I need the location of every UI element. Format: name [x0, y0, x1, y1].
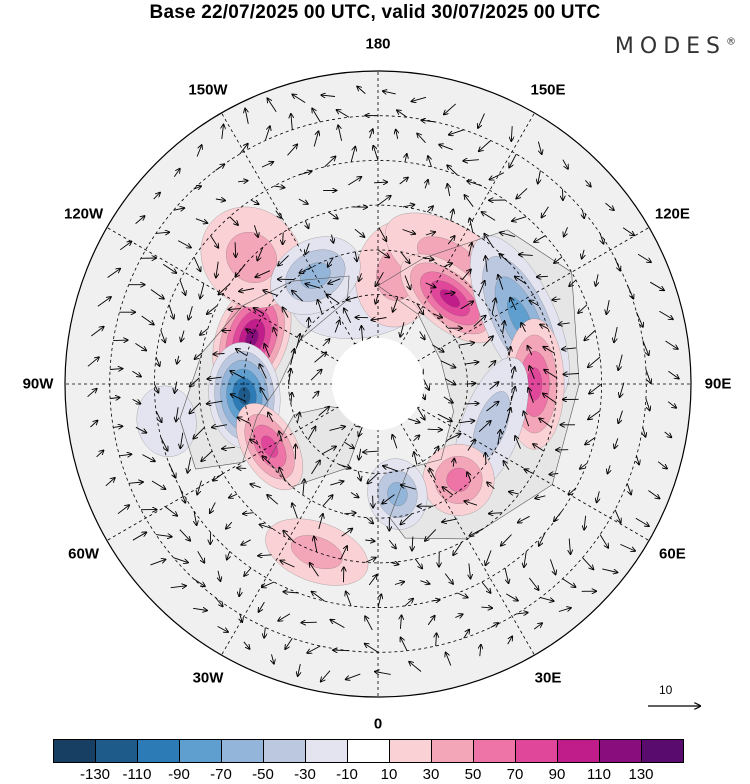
- colorbar-tick-label: -30: [294, 766, 316, 783]
- colorbar-swatch: [137, 739, 180, 763]
- colorbar-ticks: -130 -110 -90 -70 -50 -30 -10 10 30 50 70 90 110 130: [53, 766, 703, 784]
- longitude-label: 150W: [188, 81, 227, 98]
- colorbar: [53, 739, 683, 763]
- pole-cap: [332, 338, 424, 430]
- brand-name: MODES: [615, 34, 726, 59]
- reference-vector-label: 10: [659, 683, 672, 697]
- colorbar-swatch: [389, 739, 432, 763]
- colorbar-swatch: [347, 739, 390, 763]
- colorbar-tick-label: -90: [168, 766, 190, 783]
- wind-vector: [283, 232, 284, 244]
- wind-vector: [113, 340, 128, 341]
- brand-logo: MODES®: [615, 34, 736, 59]
- colorbar-swatch: [305, 739, 348, 763]
- colorbar-tick-label: 90: [549, 766, 566, 783]
- wind-vector: [428, 429, 442, 430]
- colorbar-tick-label: 10: [381, 766, 398, 783]
- colorbar-tick-label: -10: [336, 766, 358, 783]
- colorbar-swatch: [641, 739, 684, 763]
- longitude-label: 120E: [655, 206, 690, 223]
- colorbar-swatch: [179, 739, 222, 763]
- longitude-label: 120W: [64, 206, 103, 223]
- longitude-label: 30E: [535, 670, 562, 687]
- wind-vector: [235, 242, 236, 257]
- colorbar-swatch: [557, 739, 600, 763]
- colorbar-swatch: [221, 739, 264, 763]
- longitude-label: 90W: [23, 376, 54, 393]
- figure-title: Base 22/07/2025 00 UTC, valid 30/07/2025…: [0, 2, 750, 24]
- longitude-label: 180: [365, 36, 390, 53]
- wind-vector: [465, 403, 479, 404]
- colorbar-tick-label: -110: [123, 766, 152, 783]
- colorbar-swatch: [431, 739, 474, 763]
- colorbar-tick-label: 50: [465, 766, 482, 783]
- colorbar-swatch: [515, 739, 558, 763]
- longitude-label: 0: [374, 716, 382, 733]
- wind-vector: [485, 453, 486, 464]
- wind-vector: [210, 532, 211, 544]
- wind-vector: [373, 496, 374, 508]
- colorbar-tick-label: 30: [423, 766, 440, 783]
- longitude-label: 60W: [68, 546, 99, 563]
- wind-vector: [237, 468, 246, 469]
- colorbar-swatch: [473, 739, 516, 763]
- colorbar-swatch: [53, 739, 96, 763]
- colorbar-tick-label: 110: [587, 766, 611, 783]
- colorbar-tick-label: -50: [252, 766, 274, 783]
- colorbar-tick-label: -130: [80, 766, 110, 783]
- longitude-label: 90E: [705, 376, 732, 393]
- colorbar-tick-label: 130: [628, 766, 653, 783]
- colorbar-tick-label: 70: [507, 766, 524, 783]
- colorbar-tick-label: -70: [210, 766, 232, 783]
- longitude-label: 60E: [659, 546, 686, 563]
- colorbar-swatch: [263, 739, 306, 763]
- colorbar-swatch: [599, 739, 642, 763]
- longitude-label: 150E: [530, 81, 565, 98]
- longitude-label: 30W: [193, 670, 224, 687]
- wind-vector: [301, 622, 317, 623]
- brand-mark: ®: [726, 37, 736, 48]
- colorbar-swatch: [95, 739, 138, 763]
